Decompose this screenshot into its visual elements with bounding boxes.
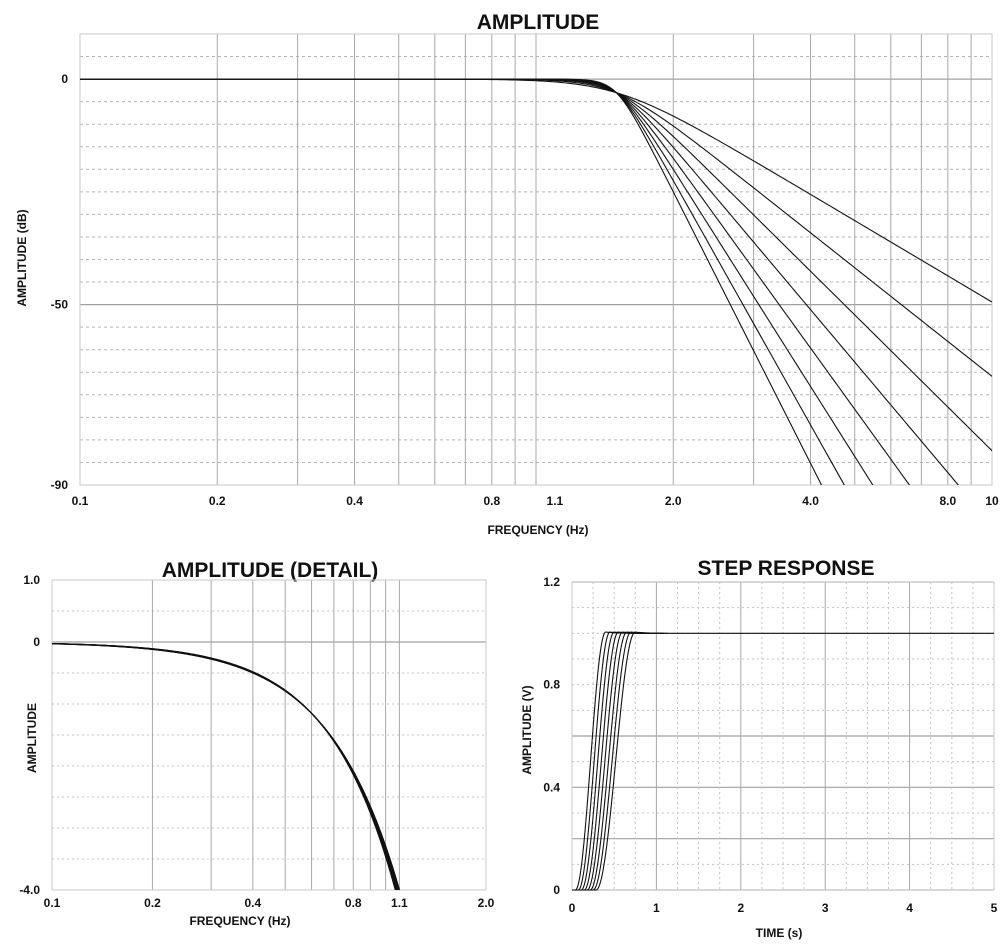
step-x-tick-label: 1 [653,901,660,915]
detail-x-tick-label: 0.2 [144,896,161,910]
step-x-tick-label: 4 [906,901,913,915]
step-curve-order-10 [572,631,668,891]
detail-y-tick-label: -4.0 [19,883,40,897]
amplitude-x-tick-label: 0.4 [346,494,363,508]
detail-x-tick-label: 0.4 [244,896,261,910]
step-curve-order-6 [572,631,654,891]
step-x-tick-label: 2 [737,901,744,915]
detail-x-tick-label: 2.0 [478,896,495,910]
detail-y-tick-label: 0 [33,635,40,649]
step-y-tick-label: 1.2 [543,575,560,589]
amplitude-y-tick-label: -50 [51,298,69,312]
amplitude-x-tick-label: 2.0 [665,494,682,508]
step-y-tick-label: 0.8 [543,678,560,692]
step-x-tick-label: 0 [569,901,576,915]
detail-curve-order-9 [52,643,397,890]
detail-x-tick-label: 1.1 [391,896,408,910]
amplitude-plot: 0.1 0.2 0.4 0.8 1.1 2.0 4.0 8.0 10 0 -50 -90 [51,33,999,508]
step-x-tick-label: 3 [822,901,829,915]
detail-plot-frame [51,579,487,891]
step-curve-order-7 [572,631,658,891]
amplitude-x-tick-label: 0.2 [209,494,226,508]
detail-curve-order-6 [52,643,399,890]
detail-curve-order-4 [52,643,400,890]
amplitude-y-tick-label: -90 [51,478,69,492]
step-x-tick-label: 5 [991,901,998,915]
step-curve-order-5 [572,631,651,891]
detail-plot: 0.1 0.2 0.4 0.8 1.1 2.0 1.0 0 -4.0 [19,573,494,910]
detail-y-tick-label: 1.0 [23,573,40,587]
detail-curve-order-3 [52,643,401,890]
step-y-axis-label: AMPLITUDE (V) [520,685,534,774]
amplitude-y-tick-label: 0 [61,72,68,86]
amplitude-y-axis-label: AMPLITUDE (dB) [15,209,29,306]
step-y-tick-label: 0 [553,883,560,897]
amplitude-x-axis-label: FREQUENCY (Hz) [487,523,588,537]
step-plot: 0 1 2 3 4 5 1.2 0.8 0.4 0 [543,575,997,915]
amplitude-x-tick-label: 8.0 [939,494,956,508]
amplitude-x-tick-label: 1.1 [547,494,564,508]
detail-x-tick-label: 0.1 [44,896,61,910]
step-curve-order-8 [572,631,661,891]
amplitude-x-tick-label: 10 [985,494,999,508]
step-y-tick-label: 0.4 [543,780,560,794]
amplitude-plot-frame [79,33,993,486]
detail-chart-title: AMPLITUDE (DETAIL) [162,559,379,582]
amplitude-curve-order-10 [80,78,823,485]
amplitude-x-tick-label: 0.1 [72,494,89,508]
detail-curve-order-8 [52,643,397,890]
amplitude-x-tick-label: 0.8 [483,494,500,508]
amplitude-x-tick-label: 4.0 [802,494,819,508]
detail-x-axis-label: FREQUENCY (Hz) [189,914,290,928]
detail-x-tick-label: 0.8 [345,896,362,910]
detail-curve-order-7 [52,643,398,890]
detail-curve-order-10 [52,642,396,890]
step-x-axis-label: TIME (s) [756,926,803,940]
detail-curve-order-5 [52,643,399,890]
step-chart-title: STEP RESPONSE [697,557,874,580]
amplitude-chart-title: AMPLITUDE [477,11,600,34]
step-curve-order-3 [572,631,644,891]
detail-y-axis-label: AMPLITUDE [25,703,39,773]
step-plot-frame [571,581,995,891]
